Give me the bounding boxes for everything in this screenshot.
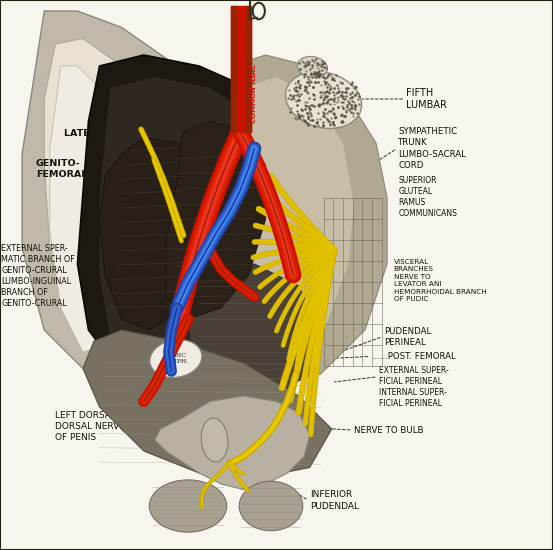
Polygon shape [83,330,332,478]
Polygon shape [100,138,210,330]
Polygon shape [155,396,310,490]
Text: PUDENDAL
PERINEAL: PUDENDAL PERINEAL [384,327,431,346]
Text: GENITO-
FEMORAL: GENITO- FEMORAL [36,159,87,179]
Text: NERVE TO BULB: NERVE TO BULB [354,426,424,434]
Text: COMMON ILIAC: COMMON ILIAC [252,64,257,123]
Polygon shape [188,264,321,402]
Ellipse shape [201,418,228,462]
Text: Sᴵᵛ: Sᴵᵛ [376,244,387,253]
Ellipse shape [149,480,227,532]
Text: PUBIC
SYMPH.: PUBIC SYMPH. [163,353,189,364]
Text: PSOAS: PSOAS [191,235,207,266]
Ellipse shape [150,340,202,377]
Text: AORTA: AORTA [238,43,247,72]
Text: OBTURATOR
INTERNUS: OBTURATOR INTERNUS [239,323,292,343]
Text: EXTERNAL SPER-
MATIC BRANCH OF
GENITO-CRURAL
LUMBO-INGUINAL
BRANCH OF
GENITO-CRU: EXTERNAL SPER- MATIC BRANCH OF GENITO-CR… [1,244,75,309]
Text: EXTERNAL SUPER-
FICIAL PERINEAL
INTERNAL SUPER-
FICIAL PERINEAL: EXTERNAL SUPER- FICIAL PERINEAL INTERNAL… [379,366,448,408]
Text: LEVATOR ANI: LEVATOR ANI [203,379,262,388]
Text: Sᵛ: Sᵛ [373,273,382,282]
Text: PUBIC
SYMPH.: PUBIC SYMPH. [168,354,197,374]
Polygon shape [44,39,232,374]
Text: FIFTH
LUMBAR: FIFTH LUMBAR [406,88,447,110]
Polygon shape [166,121,265,319]
Text: SUPERIOR
GLUTEAL
RAMUS
COMMUNICANS: SUPERIOR GLUTEAL RAMUS COMMUNICANS [398,176,457,218]
Text: LEFT DORSAL-
DORSAL NERVE
OF PENIS: LEFT DORSAL- DORSAL NERVE OF PENIS [55,411,125,442]
Text: INFERIOR
PUDENDAL: INFERIOR PUDENDAL [310,491,359,510]
Text: EXT. ILIAC: EXT. ILIAC [221,223,238,261]
Ellipse shape [298,57,327,78]
Text: LATERAL FEMORAL......: LATERAL FEMORAL...... [64,129,187,138]
Text: Sᴵᴵ: Sᴵᴵ [376,192,384,201]
Polygon shape [210,55,387,385]
Text: Sᴵᴵᴵ: Sᴵᴵᴵ [376,222,386,231]
Polygon shape [50,66,166,352]
Polygon shape [100,77,310,385]
Text: VISCERAL
BRANCHES
NERVE TO
LEVATOR ANI
HEMORRHOIDAL BRANCH
OF PUDIC: VISCERAL BRANCHES NERVE TO LEVATOR ANI H… [394,258,487,303]
Polygon shape [227,77,354,358]
Ellipse shape [239,481,303,531]
Text: ILIACUS: ILIACUS [155,240,171,277]
Text: COMMON ILIAC: COMMON ILIAC [251,57,260,114]
Text: OBTURATOR: OBTURATOR [245,265,264,312]
Polygon shape [77,55,343,407]
Text: SYMPATHETIC
TRUNK
LUMBO-SACRAL
CORD: SYMPATHETIC TRUNK LUMBO-SACRAL CORD [398,128,466,169]
Text: ......POST. FEMORAL: ......POST. FEMORAL [372,352,455,361]
Ellipse shape [285,72,362,129]
Text: AORTA: AORTA [238,35,247,62]
Text: BULB: BULB [208,412,221,435]
Polygon shape [22,11,288,396]
